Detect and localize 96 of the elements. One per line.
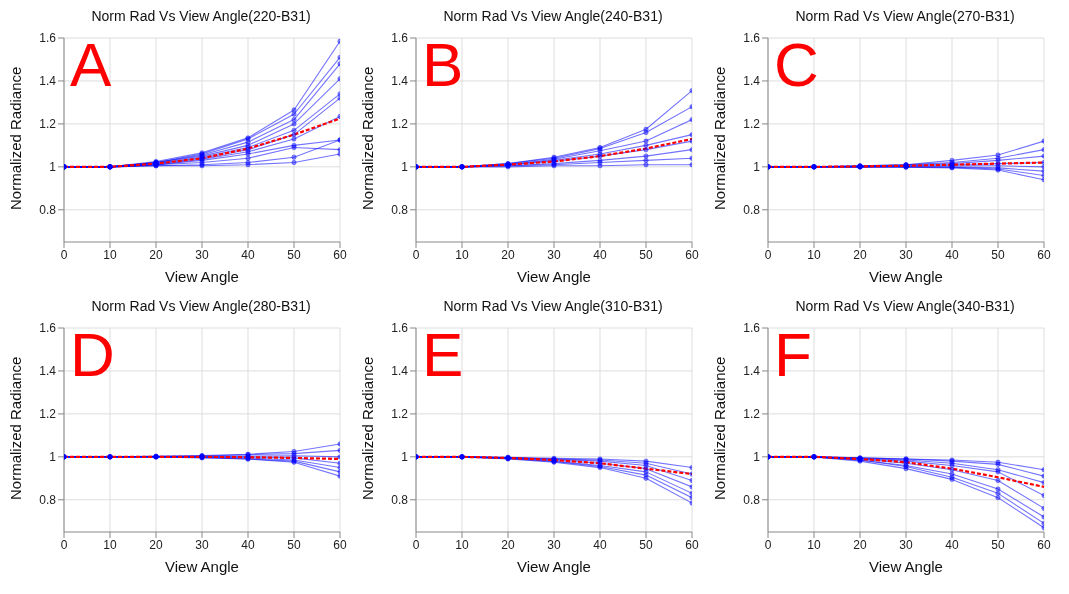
x-axis-title: View Angle <box>165 268 239 285</box>
x-tick-label: 40 <box>593 247 607 262</box>
annotation: B <box>422 30 464 99</box>
x-tick-label: 60 <box>1037 537 1051 552</box>
x-tick-label: 50 <box>991 537 1005 552</box>
y-tick-label: 1.6 <box>39 31 57 46</box>
x-tick-label: 40 <box>241 247 255 262</box>
x-tick-label: 10 <box>807 537 821 552</box>
y-tick-label: 1.4 <box>743 74 761 89</box>
y-tick-label: 1.4 <box>743 364 761 379</box>
annotation: A <box>70 30 112 99</box>
y-tick-label: 1.4 <box>391 364 409 379</box>
chart-title: Norm Rad Vs View Angle(240-B31) <box>443 8 663 24</box>
x-axis-title: View Angle <box>517 558 591 575</box>
x-tick-label: 50 <box>287 537 301 552</box>
x-tick-label: 50 <box>639 537 653 552</box>
y-axis-title: Normalized Radiance <box>711 356 729 500</box>
chart-title: Norm Rad Vs View Angle(220-B31) <box>91 8 311 24</box>
x-tick-label: 30 <box>195 247 209 262</box>
y-tick-label: 1 <box>49 160 57 175</box>
y-tick-label: 1.4 <box>391 74 409 89</box>
x-tick-label: 20 <box>501 247 515 262</box>
y-tick-label: 1.2 <box>391 117 409 132</box>
y-tick-label: 1.2 <box>743 117 761 132</box>
x-tick-label: 40 <box>593 537 607 552</box>
y-axis-title: Normalized Radiance <box>7 356 25 500</box>
y-axis-title: Normalized Radiance <box>711 66 729 210</box>
x-axis-title: View Angle <box>517 268 591 285</box>
y-tick-label: 1.4 <box>39 74 57 89</box>
annotation: D <box>70 320 115 389</box>
y-tick-label: 0.8 <box>391 493 409 508</box>
y-tick-label: 1 <box>49 450 57 465</box>
chart-title: Norm Rad Vs View Angle(310-B31) <box>443 298 663 314</box>
x-tick-label: 10 <box>807 247 821 262</box>
x-tick-label: 0 <box>412 247 420 262</box>
y-tick-label: 1.2 <box>39 117 57 132</box>
x-tick-label: 60 <box>685 247 699 262</box>
x-tick-label: 20 <box>501 537 515 552</box>
y-tick-label: 1 <box>401 450 409 465</box>
y-tick-label: 1.4 <box>39 364 57 379</box>
x-tick-label: 0 <box>60 247 68 262</box>
x-tick-label: 50 <box>639 247 653 262</box>
x-tick-label: 10 <box>455 537 469 552</box>
x-tick-label: 20 <box>149 537 163 552</box>
chart-title: Norm Rad Vs View Angle(340-B31) <box>795 298 1015 314</box>
y-tick-label: 1.6 <box>743 31 761 46</box>
y-tick-label: 0.8 <box>39 203 57 218</box>
y-tick-label: 1.6 <box>391 31 409 46</box>
x-axis-title: View Angle <box>869 558 943 575</box>
y-tick-label: 0.8 <box>39 493 57 508</box>
y-tick-label: 0.8 <box>743 203 761 218</box>
x-tick-label: 40 <box>945 537 959 552</box>
x-tick-label: 50 <box>991 247 1005 262</box>
y-tick-label: 1.2 <box>391 407 409 422</box>
x-tick-label: 0 <box>412 537 420 552</box>
y-tick-label: 1 <box>753 450 761 465</box>
y-tick-label: 0.8 <box>743 493 761 508</box>
y-tick-label: 1.2 <box>39 407 57 422</box>
x-axis-title: View Angle <box>869 268 943 285</box>
y-tick-label: 1.6 <box>39 321 57 336</box>
y-axis-title: Normalized Radiance <box>359 356 377 500</box>
x-axis-title: View Angle <box>165 558 239 575</box>
annotation: F <box>774 320 812 389</box>
annotation: C <box>774 30 819 99</box>
y-axis-title: Normalized Radiance <box>7 66 25 210</box>
x-tick-label: 30 <box>899 247 913 262</box>
chart-title: Norm Rad Vs View Angle(280-B31) <box>91 298 311 314</box>
x-tick-label: 30 <box>547 247 561 262</box>
x-tick-label: 60 <box>333 247 347 262</box>
x-tick-label: 40 <box>945 247 959 262</box>
annotation: E <box>422 320 464 389</box>
x-tick-label: 20 <box>853 247 867 262</box>
y-axis-title: Normalized Radiance <box>359 66 377 210</box>
y-tick-label: 1.2 <box>743 407 761 422</box>
x-tick-label: 40 <box>241 537 255 552</box>
y-tick-label: 1 <box>401 160 409 175</box>
x-tick-label: 20 <box>853 537 867 552</box>
x-tick-label: 20 <box>149 247 163 262</box>
chart-title: Norm Rad Vs View Angle(270-B31) <box>795 8 1015 24</box>
x-tick-label: 0 <box>60 537 68 552</box>
x-tick-label: 60 <box>333 537 347 552</box>
x-tick-label: 60 <box>1037 247 1051 262</box>
x-tick-label: 50 <box>287 247 301 262</box>
x-tick-label: 30 <box>899 537 913 552</box>
y-tick-label: 1 <box>753 160 761 175</box>
x-tick-label: 10 <box>103 537 117 552</box>
y-tick-label: 0.8 <box>391 203 409 218</box>
x-tick-label: 0 <box>764 537 772 552</box>
x-tick-label: 30 <box>195 537 209 552</box>
y-tick-label: 1.6 <box>391 321 409 336</box>
x-tick-label: 0 <box>764 247 772 262</box>
y-tick-label: 1.6 <box>743 321 761 336</box>
x-tick-label: 30 <box>547 537 561 552</box>
x-tick-label: 10 <box>455 247 469 262</box>
x-tick-label: 60 <box>685 537 699 552</box>
x-tick-label: 10 <box>103 247 117 262</box>
